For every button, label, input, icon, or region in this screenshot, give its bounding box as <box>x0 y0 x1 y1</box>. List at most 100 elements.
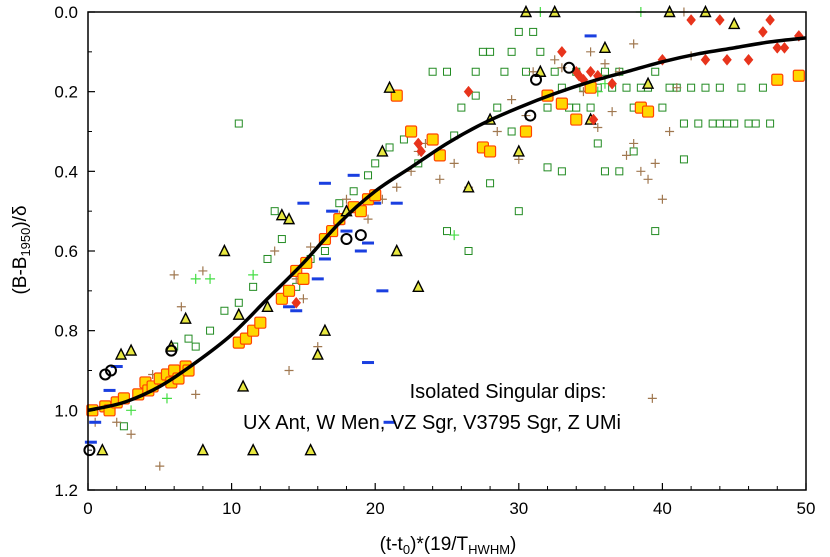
y-tick-label: 1.2 <box>54 481 78 500</box>
data-point <box>277 235 286 244</box>
data-point <box>103 388 116 392</box>
data-point <box>320 247 329 255</box>
data-point <box>657 53 668 66</box>
data-point <box>543 163 552 172</box>
data-point <box>165 344 178 357</box>
data-point <box>557 167 566 176</box>
data-point <box>390 201 403 205</box>
data-point <box>383 420 396 424</box>
data-point <box>362 241 375 245</box>
data-point <box>354 249 367 253</box>
x-title-main: (t-t <box>380 534 404 555</box>
x-tick-label: 0 <box>83 499 92 518</box>
data-point <box>530 73 543 86</box>
data-point <box>519 125 533 138</box>
data-point <box>585 65 596 78</box>
data-point <box>198 266 208 276</box>
series-open-circles <box>83 61 576 457</box>
x-title-sub2: HWHM <box>468 542 510 557</box>
data-point <box>205 273 216 284</box>
data-point <box>261 299 274 312</box>
data-point <box>536 47 545 56</box>
data-point <box>190 273 201 284</box>
data-point <box>588 113 599 126</box>
data-point <box>486 179 495 188</box>
data-point <box>651 67 660 76</box>
data-point <box>492 127 502 136</box>
data-point <box>457 103 466 112</box>
y-tick-label: 0.2 <box>54 83 78 102</box>
data-point <box>304 443 317 456</box>
y-axis-title: (B-B1950)/δ <box>10 205 33 294</box>
data-point <box>570 113 583 126</box>
data-point <box>629 39 639 49</box>
data-point <box>218 243 231 257</box>
data-point <box>471 67 480 76</box>
data-point <box>643 174 653 184</box>
data-point <box>563 61 576 74</box>
data-point <box>112 417 122 427</box>
data-point <box>176 302 186 312</box>
data-point <box>765 14 775 26</box>
series-green-plus <box>126 7 646 416</box>
data-point <box>220 306 229 315</box>
data-point <box>694 119 703 128</box>
data-point <box>206 326 215 335</box>
data-point <box>471 91 480 100</box>
data-point <box>83 444 96 457</box>
data-point <box>543 103 552 112</box>
data-point <box>636 166 646 176</box>
data-point <box>347 173 360 177</box>
data-point <box>416 145 426 158</box>
data-point <box>722 53 732 66</box>
data-point <box>126 429 136 439</box>
data-point <box>270 246 280 256</box>
data-point <box>715 83 724 92</box>
data-point <box>341 194 351 204</box>
data-point <box>555 97 568 110</box>
y-title-main: (B-B <box>10 257 31 295</box>
data-point <box>248 269 259 280</box>
model-curve <box>87 36 807 413</box>
data-point <box>340 233 353 246</box>
x-title-mid: )*(19/T <box>410 534 468 555</box>
data-point <box>443 227 451 236</box>
data-point <box>326 209 339 213</box>
data-point <box>283 305 296 309</box>
data-point <box>641 105 655 118</box>
data-point <box>701 83 710 92</box>
data-point <box>687 83 696 92</box>
series-red-diamonds <box>291 14 804 309</box>
data-point <box>318 323 332 336</box>
data-point <box>349 187 358 196</box>
data-point <box>104 364 117 377</box>
data-point <box>84 440 97 444</box>
data-point <box>263 254 272 263</box>
data-point <box>622 83 631 92</box>
data-point <box>335 199 344 208</box>
data-point <box>507 95 517 105</box>
data-point <box>405 125 418 138</box>
data-point <box>297 272 310 285</box>
data-point <box>435 174 445 184</box>
series-brown-plus <box>90 7 696 471</box>
data-point <box>399 135 408 144</box>
data-point <box>306 242 316 252</box>
data-point <box>369 201 382 205</box>
data-point <box>119 422 128 431</box>
data-point <box>758 26 768 38</box>
data-point <box>254 316 267 329</box>
data-point <box>629 147 638 156</box>
data-point <box>383 80 396 93</box>
data-point <box>521 67 530 76</box>
data-point <box>600 167 609 176</box>
data-point <box>463 85 474 98</box>
data-point <box>507 47 516 56</box>
data-point <box>390 89 403 102</box>
data-point <box>792 69 805 82</box>
data-point <box>363 214 373 224</box>
x-tick-label: 20 <box>366 499 385 518</box>
data-point <box>232 307 245 320</box>
data-point <box>779 41 790 54</box>
